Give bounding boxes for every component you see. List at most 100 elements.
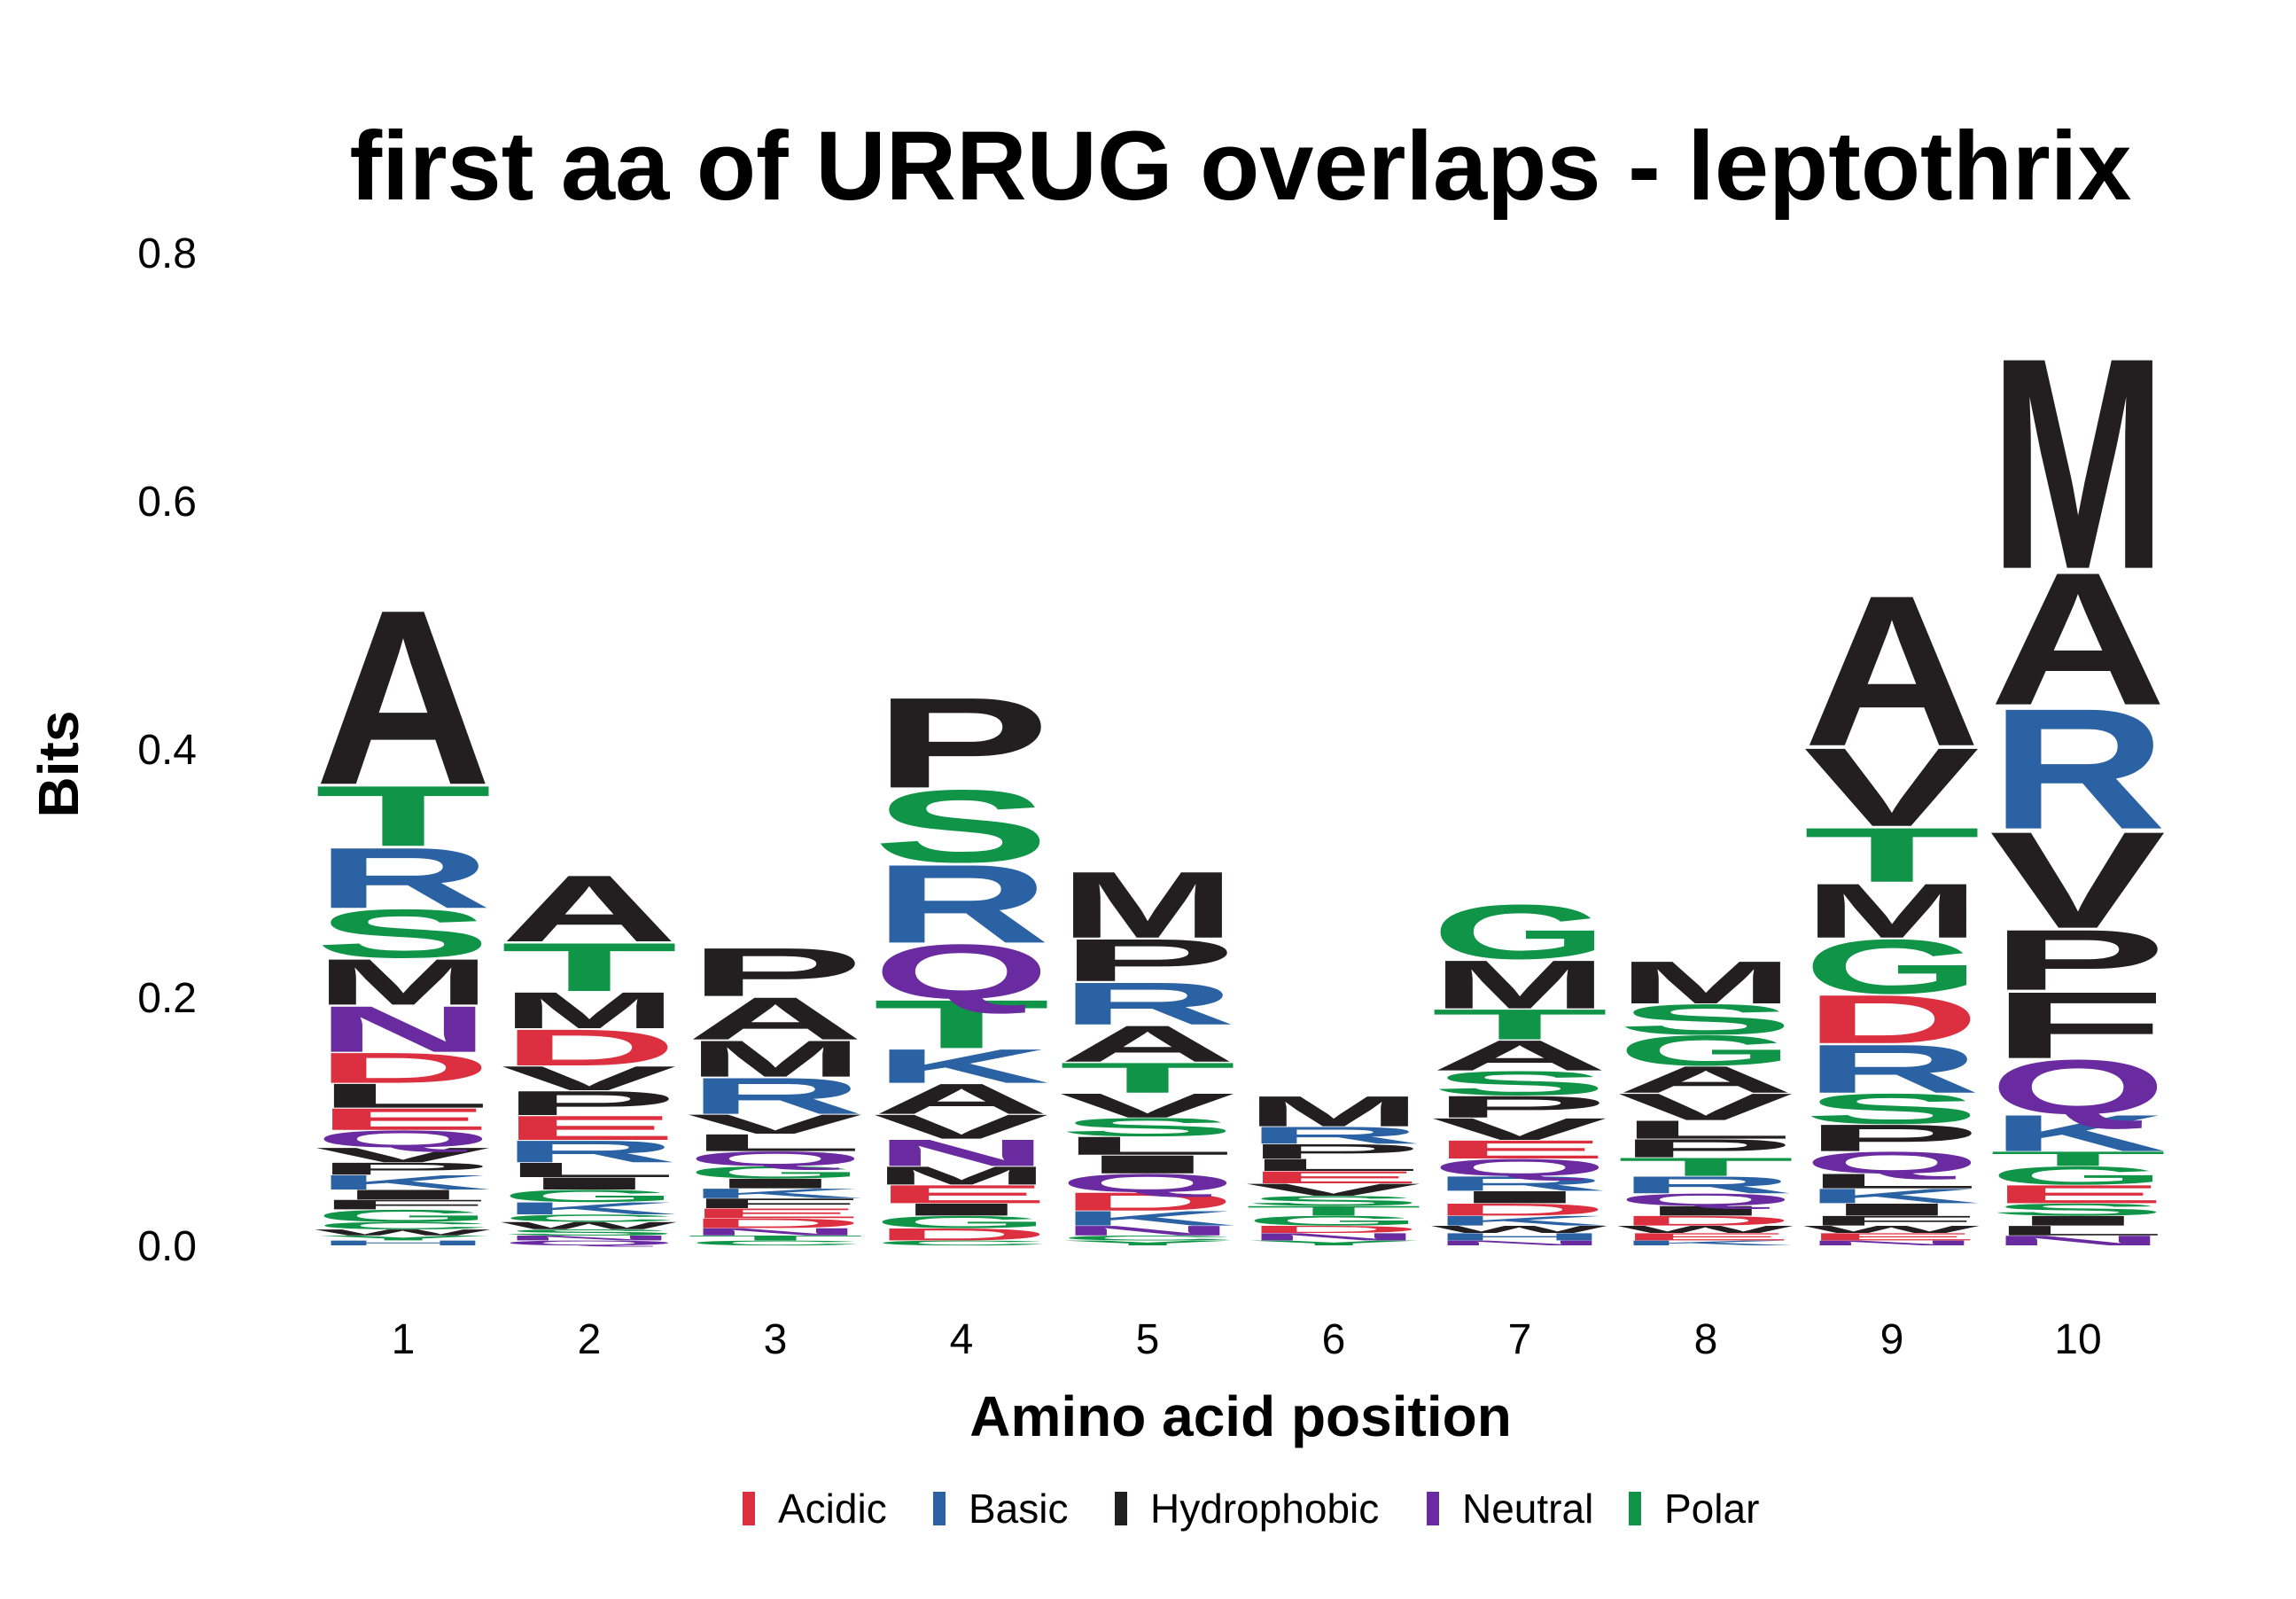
logo-letter: I bbox=[1431, 1188, 1608, 1207]
logo-letter: T bbox=[873, 986, 1050, 1063]
logo-letter: V bbox=[873, 1108, 1049, 1146]
logo-letter: E bbox=[687, 1205, 864, 1221]
logo-letter: D bbox=[501, 1019, 678, 1077]
logo-letter: N bbox=[1245, 1231, 1422, 1243]
logo-letter: D bbox=[873, 1225, 1050, 1244]
logo-letter: D bbox=[1803, 981, 1981, 1058]
logo-letter: S bbox=[501, 1228, 678, 1237]
logo-letter: K bbox=[315, 1171, 492, 1194]
y-axis-title: Bits bbox=[27, 711, 90, 818]
logo-letter: D bbox=[1245, 1223, 1422, 1235]
legend-label: Hydrophobic bbox=[1150, 1486, 1379, 1532]
logo-letter: E bbox=[1989, 1180, 2167, 1209]
logo-letter: F bbox=[315, 1197, 492, 1212]
logo-letter: T bbox=[1431, 1001, 1608, 1049]
logo-letter: M bbox=[315, 945, 492, 1018]
logo-letter: R bbox=[1989, 672, 2167, 865]
logo-letter: D bbox=[1431, 1200, 1608, 1220]
logo-letter: Q bbox=[1431, 1154, 1608, 1181]
logo-letter: W bbox=[501, 1220, 677, 1231]
logo-letter: M bbox=[501, 982, 678, 1040]
logo-letter: M bbox=[1431, 946, 1608, 1023]
logo-letter: N bbox=[1803, 1239, 1981, 1247]
logo-letter: F bbox=[1803, 1213, 1981, 1228]
logo-letter: N bbox=[1059, 1223, 1236, 1238]
logo-letter: L bbox=[687, 1129, 864, 1156]
logo-letter: Q bbox=[687, 1147, 864, 1170]
y-tick-label: 0.2 bbox=[137, 975, 197, 1022]
logo-letter: S bbox=[1431, 1064, 1608, 1102]
logo-letter: G bbox=[1431, 888, 1608, 975]
logo-letter: V bbox=[1245, 1180, 1421, 1199]
logo-letter: D bbox=[315, 1044, 492, 1092]
logo-letter: H bbox=[1431, 1231, 1608, 1243]
x-axis-ticks: 1 2 3 4 5 6 7 8 9 10 bbox=[392, 1316, 2102, 1363]
x-tick-label: 9 bbox=[1880, 1316, 1904, 1363]
logo-letter: Q bbox=[1617, 1190, 1794, 1210]
logo-letter: V bbox=[687, 1109, 863, 1140]
x-tick-label: 1 bbox=[392, 1316, 416, 1363]
logo-letter: M bbox=[687, 1030, 864, 1088]
logo-letter: P bbox=[1431, 1089, 1608, 1124]
logo-letter: P bbox=[1245, 1140, 1422, 1163]
logo-letter: E bbox=[873, 1180, 1050, 1209]
logo-letter: G bbox=[873, 1213, 1050, 1232]
logo-letter: Q bbox=[1059, 1168, 1236, 1197]
legend-label: Neutral bbox=[1462, 1486, 1593, 1532]
logo-letter: P bbox=[1803, 1117, 1981, 1159]
logo-letter: T bbox=[1617, 1152, 1794, 1182]
logo-letter: N bbox=[873, 1132, 1050, 1174]
logo-letter: I bbox=[315, 1187, 492, 1202]
logo-letter: I bbox=[1803, 1200, 1981, 1220]
logo-letter: E bbox=[1617, 1231, 1794, 1243]
logo-letter: F bbox=[687, 1196, 864, 1211]
logo-letter: V bbox=[1803, 725, 1980, 850]
logo-letter: V bbox=[1989, 804, 2166, 957]
legend-swatch bbox=[743, 1492, 755, 1525]
logo-letter: S bbox=[1059, 1113, 1236, 1143]
logo-letter: P bbox=[687, 934, 864, 1011]
logo-letter: K bbox=[687, 1186, 864, 1201]
logo-letter: V bbox=[1617, 1086, 1794, 1128]
logo-letter: M bbox=[1803, 868, 1981, 955]
logo-letter: I bbox=[501, 1174, 678, 1193]
logo-letter: N bbox=[687, 1226, 864, 1237]
legend: Acidic Basic Hydrophobic Neutral Polar bbox=[743, 1486, 1759, 1532]
legend-label: Acidic bbox=[778, 1486, 887, 1532]
y-tick-label: 0.8 bbox=[137, 230, 197, 277]
logo-letter: R bbox=[1245, 1122, 1422, 1149]
legend-swatch bbox=[1427, 1492, 1439, 1525]
y-tick-label: 0.6 bbox=[137, 479, 197, 526]
logo-letter: A bbox=[1431, 1032, 1608, 1080]
logo-letter: A bbox=[1617, 1058, 1794, 1101]
logo-letter: P bbox=[501, 1084, 678, 1122]
logo-letter: D bbox=[687, 1215, 864, 1230]
logo-letter: H bbox=[315, 1239, 492, 1247]
legend-swatch bbox=[1115, 1492, 1127, 1525]
logo-letter: R bbox=[687, 1067, 864, 1125]
logo-letter: D bbox=[1617, 1213, 1794, 1228]
logo-letter: G bbox=[1989, 1161, 2167, 1190]
logo-letter: A bbox=[873, 1075, 1050, 1123]
logo-letter: A bbox=[1989, 534, 2167, 745]
logo-letter: N bbox=[1431, 1239, 1608, 1247]
logo-letter: N bbox=[315, 993, 492, 1065]
logo-letter: R bbox=[1059, 970, 1236, 1037]
logo-letter: L bbox=[315, 1077, 492, 1115]
logo-letter: Q bbox=[1803, 1145, 1981, 1180]
logo-letter: S bbox=[1245, 1193, 1422, 1208]
logo-letter: K bbox=[1059, 1206, 1236, 1229]
logo-letter: E bbox=[1245, 1168, 1422, 1188]
logo-letter: K bbox=[501, 1198, 678, 1218]
logo-letter: L bbox=[1059, 1132, 1236, 1161]
logo-letter: T bbox=[1059, 1054, 1236, 1102]
logo-letter: V bbox=[1431, 1112, 1607, 1147]
logo-letter: S bbox=[873, 768, 1050, 884]
logo-letter: P bbox=[873, 671, 1050, 815]
